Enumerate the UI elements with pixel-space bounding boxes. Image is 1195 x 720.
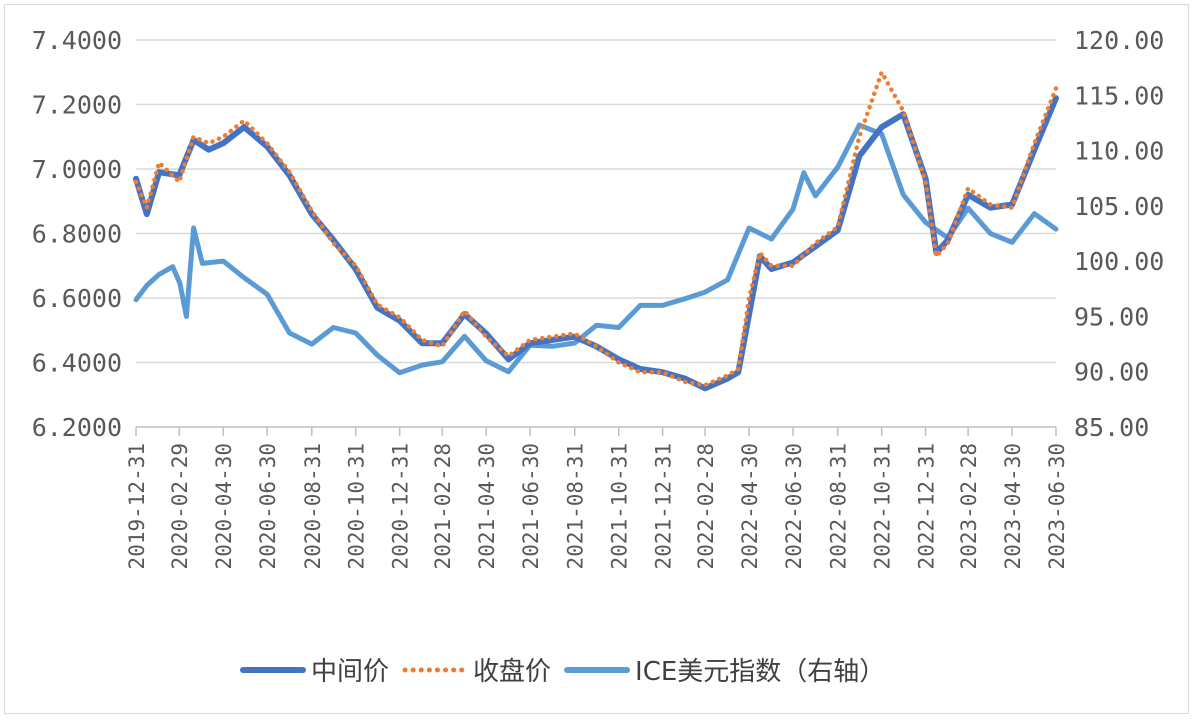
x-tick-label: 2021-04-30 xyxy=(475,443,499,569)
left-tick-label: 7.2000 xyxy=(32,91,122,120)
x-tick-label: 2019-12-31 xyxy=(125,443,149,569)
chart-svg: 6.2000 6.4000 6.6000 6.8000 7.0000 7.2000 7.40… xyxy=(32,26,1165,687)
x-tick-label: 2022-10-31 xyxy=(871,443,895,569)
series-line-1 xyxy=(133,70,1059,388)
right-tick-label: 100.00 xyxy=(1074,247,1164,276)
series-line-2 xyxy=(133,122,1059,376)
right-tick-label: 110.00 xyxy=(1074,137,1164,166)
x-tick-label: 2023-04-30 xyxy=(1001,443,1025,569)
x-tick-label: 2022-08-31 xyxy=(827,443,851,569)
x-tick-label: 2022-04-30 xyxy=(738,443,762,569)
right-tick-label: 105.00 xyxy=(1074,192,1164,221)
left-tick-label: 7.4000 xyxy=(32,26,122,55)
series-group xyxy=(133,70,1059,392)
x-tick-label: 2020-02-29 xyxy=(168,443,192,569)
left-tick-label: 6.2000 xyxy=(32,413,122,442)
x-tick-label: 2021-10-31 xyxy=(608,443,632,569)
gridlines xyxy=(136,39,1056,364)
chart-frame: 6.2000 6.4000 6.6000 6.8000 7.0000 7.2000 7.40… xyxy=(4,4,1189,714)
x-tick-label: 2021-02-28 xyxy=(431,443,455,569)
x-tick-label: 2020-04-30 xyxy=(212,443,236,569)
x-tick-label: 2020-06-30 xyxy=(256,443,280,569)
left-tick-label: 7.0000 xyxy=(32,155,122,184)
x-tick-label: 2022-12-31 xyxy=(915,443,939,569)
legend: 中间价 收盘价 ICE美元指数（右轴） xyxy=(240,657,885,687)
left-axis-ticks: 6.2000 6.4000 6.6000 6.8000 7.0000 7.2000 7.40… xyxy=(32,26,122,442)
x-tick-label: 2022-02-28 xyxy=(694,443,718,569)
x-tick-label: 2021-06-30 xyxy=(519,443,543,569)
right-tick-label: 90.00 xyxy=(1074,358,1149,387)
x-tick-label: 2021-12-31 xyxy=(652,443,676,569)
x-tick-label: 2022-06-30 xyxy=(782,443,806,569)
x-tick-label: 2023-06-30 xyxy=(1045,443,1069,569)
x-axis-ticks: 2019-12-31 2020-02-29 2020-04-30 2020-06-30… xyxy=(125,427,1069,569)
x-tick-label: 2020-10-31 xyxy=(345,443,369,569)
right-axis-ticks: 85.00 90.00 95.00 100.00 105.00 110.00 115.00 1… xyxy=(1074,26,1164,442)
legend-label-2: ICE美元指数（右轴） xyxy=(635,657,885,687)
legend-label-0: 中间价 xyxy=(311,657,389,687)
right-tick-label: 120.00 xyxy=(1074,26,1164,55)
left-tick-label: 6.4000 xyxy=(32,349,122,378)
left-tick-label: 6.6000 xyxy=(32,284,122,313)
x-tick-label: 2020-12-31 xyxy=(389,443,413,569)
right-tick-label: 95.00 xyxy=(1074,302,1149,331)
x-tick-label: 2021-08-31 xyxy=(564,443,588,569)
x-tick-label: 2023-02-28 xyxy=(957,443,981,569)
right-tick-label: 115.00 xyxy=(1074,81,1164,110)
legend-label-1: 收盘价 xyxy=(473,657,551,687)
x-tick-label: 2020-08-31 xyxy=(301,443,325,569)
right-tick-label: 85.00 xyxy=(1074,413,1149,442)
left-tick-label: 6.8000 xyxy=(32,220,122,249)
